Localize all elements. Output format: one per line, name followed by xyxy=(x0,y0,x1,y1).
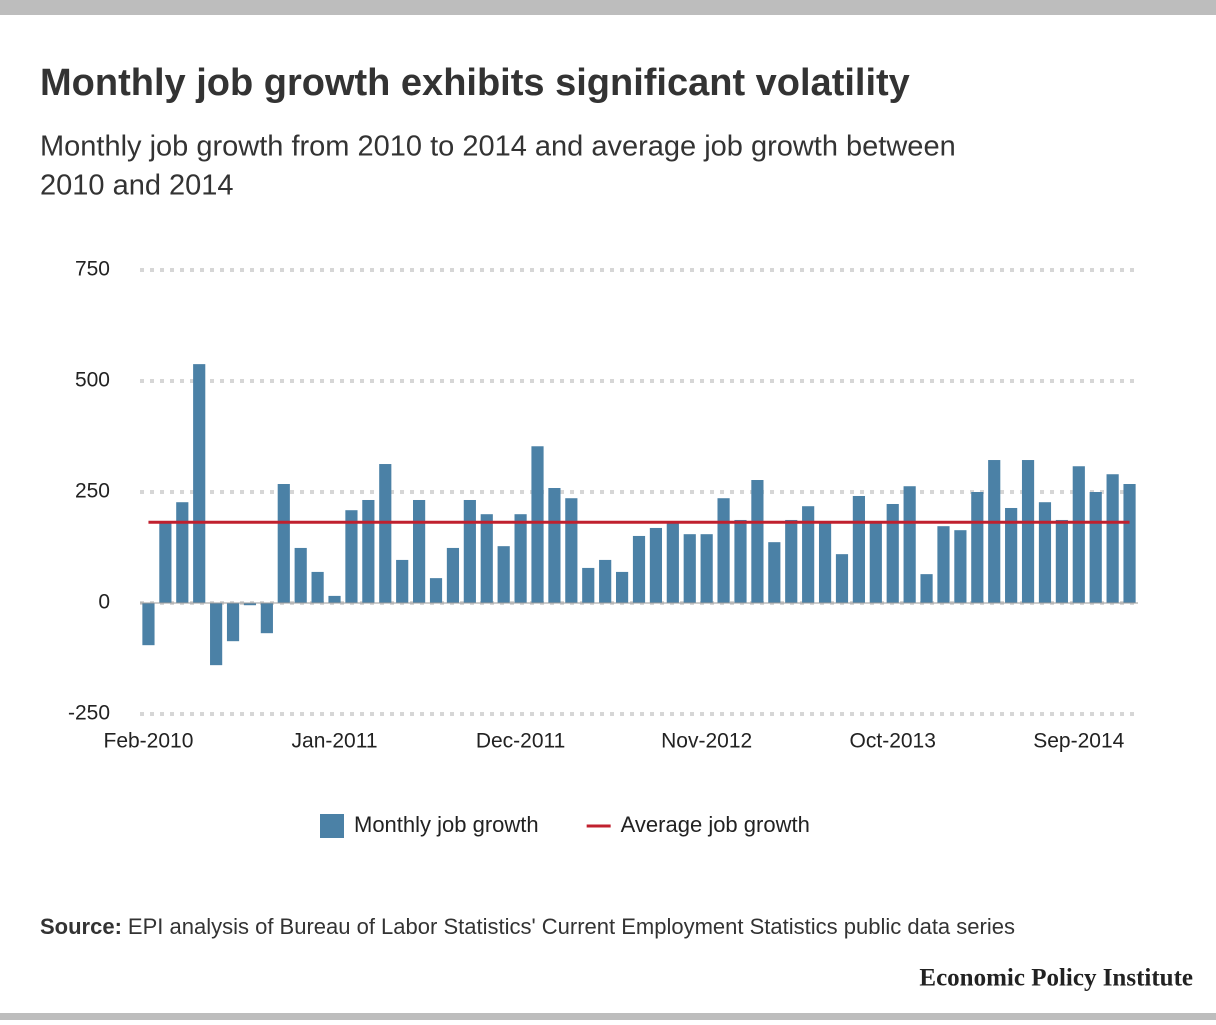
x-tick-label: Dec-2011 xyxy=(476,730,566,753)
bar xyxy=(159,522,172,603)
x-tick-label: Oct-2013 xyxy=(850,730,936,753)
subtitle: Monthly job growth from 2010 to 2014 and… xyxy=(40,131,956,163)
bar xyxy=(1038,502,1052,603)
y-tick-label: -250 xyxy=(68,702,110,725)
bar xyxy=(193,364,206,603)
bar xyxy=(903,486,916,603)
bar xyxy=(565,498,578,603)
bar xyxy=(599,559,612,603)
legend-swatch xyxy=(320,814,344,838)
bar xyxy=(429,578,443,603)
legend-label: Average job growth xyxy=(621,812,810,837)
bar xyxy=(768,542,781,603)
bar xyxy=(937,526,950,603)
bar xyxy=(869,522,882,603)
bar xyxy=(785,519,798,603)
source: Source: EPI analysis of Bureau of Labor S… xyxy=(40,914,1015,939)
bar xyxy=(582,567,595,603)
bar xyxy=(531,446,544,603)
bar xyxy=(649,527,663,603)
bar xyxy=(413,499,426,603)
x-tick-label: Feb-2010 xyxy=(104,730,194,753)
bar xyxy=(277,484,290,603)
bar xyxy=(734,519,747,603)
bar xyxy=(751,480,764,603)
source-label: Source: xyxy=(40,914,122,939)
bar xyxy=(1089,492,1102,603)
bar xyxy=(379,464,392,603)
bar xyxy=(1106,474,1119,603)
bar xyxy=(226,603,240,642)
bar xyxy=(717,498,730,603)
bar xyxy=(1123,484,1136,603)
bar xyxy=(802,506,815,603)
bar xyxy=(683,534,696,603)
y-tick-label: 750 xyxy=(75,258,110,281)
top-band xyxy=(0,0,1216,15)
bar xyxy=(1072,466,1085,603)
x-tick-label: Jan-2011 xyxy=(292,730,378,753)
bar xyxy=(396,559,409,603)
bar xyxy=(988,460,1001,603)
legend-label: Monthly job growth xyxy=(354,812,539,837)
bar xyxy=(852,495,865,603)
bar xyxy=(176,502,189,603)
bar xyxy=(328,595,341,603)
bar xyxy=(920,574,933,603)
bar xyxy=(294,547,307,603)
x-tick-label: Sep-2014 xyxy=(1033,730,1124,753)
y-tick-label: 0 xyxy=(98,591,110,614)
bar xyxy=(362,499,375,603)
bar xyxy=(311,571,324,603)
bar xyxy=(700,534,713,603)
bar xyxy=(514,514,527,603)
bar xyxy=(1055,519,1068,603)
bottom-band xyxy=(0,1013,1216,1020)
source-text: EPI analysis of Bureau of Labor Statisti… xyxy=(128,914,1015,939)
y-tick-label: 500 xyxy=(75,369,110,392)
bar xyxy=(497,546,510,603)
chart-title: Monthly job growth exhibits significant … xyxy=(40,62,910,104)
bar xyxy=(971,492,984,603)
bar xyxy=(463,499,476,603)
bar xyxy=(886,503,899,603)
bar xyxy=(1005,507,1018,603)
bar xyxy=(548,488,561,603)
bar xyxy=(615,571,629,603)
bar xyxy=(835,554,849,603)
bar xyxy=(446,547,460,603)
bar xyxy=(243,603,257,606)
bar xyxy=(632,535,646,603)
bar xyxy=(818,522,832,603)
bar xyxy=(480,514,493,603)
bar xyxy=(666,522,679,603)
bar xyxy=(1021,460,1035,603)
bar xyxy=(142,603,155,646)
bar xyxy=(260,603,273,634)
bar xyxy=(345,510,358,603)
bar xyxy=(210,603,223,666)
y-tick-label: 250 xyxy=(75,480,110,503)
bar xyxy=(954,530,967,603)
publisher: Economic Policy Institute xyxy=(919,965,1193,992)
subtitle: 2010 and 2014 xyxy=(40,170,234,202)
x-tick-label: Nov-2012 xyxy=(661,730,752,753)
